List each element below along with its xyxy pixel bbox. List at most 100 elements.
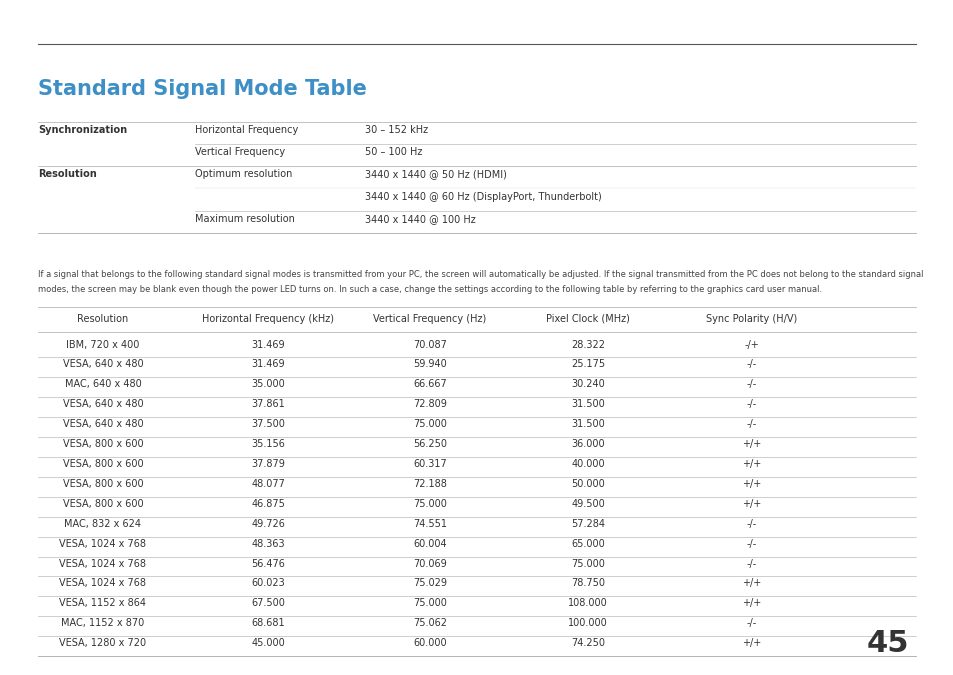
Text: Horizontal Frequency (kHz): Horizontal Frequency (kHz) — [202, 314, 334, 324]
Text: Synchronization: Synchronization — [38, 125, 127, 135]
Text: 3440 x 1440 @ 60 Hz (DisplayPort, Thunderbolt): 3440 x 1440 @ 60 Hz (DisplayPort, Thunde… — [365, 192, 601, 202]
Text: MAC, 832 x 624: MAC, 832 x 624 — [65, 518, 141, 529]
Text: If a signal that belongs to the following standard signal modes is transmitted f: If a signal that belongs to the followin… — [38, 270, 923, 279]
Text: 75.000: 75.000 — [413, 419, 446, 429]
Text: 60.000: 60.000 — [413, 638, 446, 648]
Text: VESA, 640 x 480: VESA, 640 x 480 — [63, 399, 143, 409]
Text: 28.322: 28.322 — [571, 340, 604, 350]
Text: VESA, 800 x 600: VESA, 800 x 600 — [63, 499, 143, 509]
Text: +/+: +/+ — [741, 479, 760, 489]
Text: VESA, 1152 x 864: VESA, 1152 x 864 — [59, 598, 147, 608]
Text: -/-: -/- — [746, 558, 757, 568]
Text: Pixel Clock (MHz): Pixel Clock (MHz) — [545, 314, 629, 324]
Text: 31.500: 31.500 — [571, 419, 604, 429]
Text: -/-: -/- — [746, 399, 757, 409]
Text: VESA, 800 x 600: VESA, 800 x 600 — [63, 479, 143, 489]
Text: 70.069: 70.069 — [413, 558, 446, 568]
Text: 70.087: 70.087 — [413, 340, 446, 350]
Text: +/+: +/+ — [741, 499, 760, 509]
Text: Vertical Frequency: Vertical Frequency — [194, 147, 285, 157]
Text: 75.062: 75.062 — [413, 618, 447, 628]
Text: 65.000: 65.000 — [571, 539, 604, 549]
Text: 49.726: 49.726 — [251, 518, 285, 529]
Text: Vertical Frequency (Hz): Vertical Frequency (Hz) — [373, 314, 486, 324]
Text: MAC, 640 x 480: MAC, 640 x 480 — [65, 379, 141, 389]
Text: 46.875: 46.875 — [251, 499, 285, 509]
Text: 100.000: 100.000 — [568, 618, 607, 628]
Text: 31.469: 31.469 — [251, 359, 285, 369]
Text: 57.284: 57.284 — [571, 518, 604, 529]
Text: 66.667: 66.667 — [413, 379, 446, 389]
Text: +/+: +/+ — [741, 439, 760, 449]
Text: 30.240: 30.240 — [571, 379, 604, 389]
Text: 49.500: 49.500 — [571, 499, 604, 509]
Text: 59.940: 59.940 — [413, 359, 446, 369]
Text: 31.500: 31.500 — [571, 399, 604, 409]
Text: 40.000: 40.000 — [571, 459, 604, 469]
Text: 30 – 152 kHz: 30 – 152 kHz — [365, 125, 428, 135]
Text: -/-: -/- — [746, 379, 757, 389]
Text: 56.476: 56.476 — [251, 558, 285, 568]
Text: VESA, 1280 x 720: VESA, 1280 x 720 — [59, 638, 147, 648]
Text: 45: 45 — [865, 629, 908, 658]
Text: +/+: +/+ — [741, 578, 760, 589]
Text: -/+: -/+ — [744, 340, 759, 350]
Text: 31.469: 31.469 — [251, 340, 285, 350]
Text: Standard Signal Mode Table: Standard Signal Mode Table — [38, 79, 367, 99]
Text: 78.750: 78.750 — [571, 578, 604, 589]
Text: VESA, 640 x 480: VESA, 640 x 480 — [63, 359, 143, 369]
Text: Sync Polarity (H/V): Sync Polarity (H/V) — [705, 314, 797, 324]
Text: VESA, 800 x 600: VESA, 800 x 600 — [63, 459, 143, 469]
Text: 48.363: 48.363 — [251, 539, 285, 549]
Text: Optimum resolution: Optimum resolution — [194, 169, 292, 180]
Text: 36.000: 36.000 — [571, 439, 604, 449]
Text: 72.809: 72.809 — [413, 399, 446, 409]
Text: -/-: -/- — [746, 518, 757, 529]
Text: 68.681: 68.681 — [251, 618, 285, 628]
Text: 75.000: 75.000 — [413, 499, 446, 509]
Text: VESA, 1024 x 768: VESA, 1024 x 768 — [59, 539, 147, 549]
Text: VESA, 1024 x 768: VESA, 1024 x 768 — [59, 578, 147, 589]
Text: Resolution: Resolution — [38, 169, 96, 180]
Text: Resolution: Resolution — [77, 314, 129, 324]
Text: 72.188: 72.188 — [413, 479, 446, 489]
Text: 35.000: 35.000 — [251, 379, 285, 389]
Text: -/-: -/- — [746, 618, 757, 628]
Text: -/-: -/- — [746, 359, 757, 369]
Text: 50 – 100 Hz: 50 – 100 Hz — [365, 147, 422, 157]
Text: 56.250: 56.250 — [413, 439, 447, 449]
Text: 60.004: 60.004 — [413, 539, 446, 549]
Text: 35.156: 35.156 — [251, 439, 285, 449]
Text: -/-: -/- — [746, 539, 757, 549]
Text: VESA, 640 x 480: VESA, 640 x 480 — [63, 419, 143, 429]
Text: VESA, 800 x 600: VESA, 800 x 600 — [63, 439, 143, 449]
Text: +/+: +/+ — [741, 459, 760, 469]
Text: VESA, 1024 x 768: VESA, 1024 x 768 — [59, 558, 147, 568]
Text: 37.879: 37.879 — [251, 459, 285, 469]
Text: -/-: -/- — [746, 419, 757, 429]
Text: 37.500: 37.500 — [251, 419, 285, 429]
Text: +/+: +/+ — [741, 638, 760, 648]
Text: 67.500: 67.500 — [251, 598, 285, 608]
Text: 60.023: 60.023 — [251, 578, 285, 589]
Text: 74.250: 74.250 — [571, 638, 604, 648]
Text: Horizontal Frequency: Horizontal Frequency — [194, 125, 298, 135]
Text: 74.551: 74.551 — [413, 518, 447, 529]
Text: 108.000: 108.000 — [568, 598, 607, 608]
Text: 75.029: 75.029 — [413, 578, 447, 589]
Text: 3440 x 1440 @ 50 Hz (HDMI): 3440 x 1440 @ 50 Hz (HDMI) — [365, 169, 506, 180]
Text: 37.861: 37.861 — [251, 399, 285, 409]
Text: 25.175: 25.175 — [570, 359, 604, 369]
Text: 75.000: 75.000 — [413, 598, 446, 608]
Text: 3440 x 1440 @ 100 Hz: 3440 x 1440 @ 100 Hz — [365, 214, 476, 224]
Text: 48.077: 48.077 — [251, 479, 285, 489]
Text: IBM, 720 x 400: IBM, 720 x 400 — [67, 340, 139, 350]
Text: 75.000: 75.000 — [571, 558, 604, 568]
Text: MAC, 1152 x 870: MAC, 1152 x 870 — [61, 618, 145, 628]
Text: +/+: +/+ — [741, 598, 760, 608]
Text: 60.317: 60.317 — [413, 459, 446, 469]
Text: 45.000: 45.000 — [251, 638, 285, 648]
Text: modes, the screen may be blank even though the power LED turns on. In such a cas: modes, the screen may be blank even thou… — [38, 285, 821, 294]
Text: Maximum resolution: Maximum resolution — [194, 214, 294, 224]
Text: 50.000: 50.000 — [571, 479, 604, 489]
